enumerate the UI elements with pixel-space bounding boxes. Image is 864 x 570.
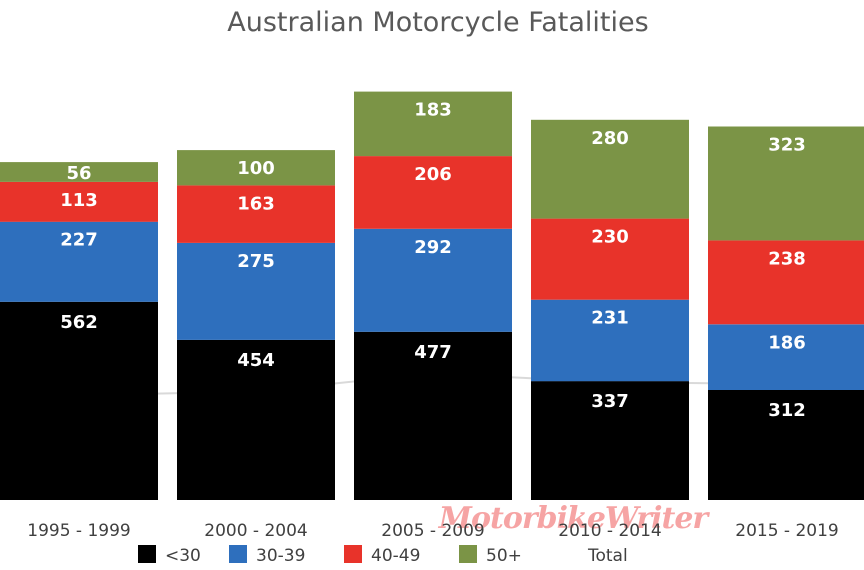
- bars: [0, 91, 864, 500]
- data-label: 454: [237, 350, 275, 371]
- legend-swatch: [459, 545, 477, 563]
- bar-segment-5-4: [708, 126, 864, 241]
- value-labels: 562 227 113 56 454 275 163 100 477 292 206 183 337 23…: [60, 100, 806, 421]
- data-label: 183: [414, 100, 452, 121]
- data-label: 230: [591, 227, 629, 248]
- legend-label: Total: [587, 546, 628, 566]
- bar-segment-4-2: [531, 299, 689, 382]
- bar-segment-4-3: [531, 218, 689, 300]
- category-label: 2000 - 2004: [204, 521, 307, 541]
- data-label: 227: [60, 230, 98, 251]
- legend-swatch: [138, 545, 156, 563]
- data-label: 56: [66, 163, 91, 184]
- data-label: 206: [414, 164, 452, 185]
- bar-segment-4-4: [531, 119, 689, 219]
- legend-swatch: [229, 545, 247, 563]
- data-label: 238: [768, 248, 806, 269]
- bar-segment-3-3: [354, 156, 512, 229]
- bar-segment-1-3: [0, 181, 158, 222]
- bar-segment-2-1: [177, 339, 335, 500]
- category-label: 1995 - 1999: [27, 521, 130, 541]
- data-label: 100: [237, 158, 275, 179]
- legend-label: <30: [165, 546, 201, 566]
- data-label: 231: [591, 308, 629, 329]
- bar-segment-1-4: [0, 162, 158, 182]
- watermark-text: MotorbikeWriter: [438, 501, 711, 536]
- data-label: 292: [414, 237, 452, 258]
- bar-segment-2-2: [177, 242, 335, 340]
- category-label: 2010 - 2014: [558, 521, 661, 541]
- legend-label: 50+: [486, 546, 522, 566]
- data-label: 163: [237, 193, 275, 214]
- bar-segment-3-1: [354, 331, 512, 500]
- data-label: 280: [591, 128, 629, 149]
- data-label: 312: [768, 400, 806, 421]
- data-label: 323: [768, 135, 806, 156]
- category-axis: 1995 - 1999 2000 - 2004 2005 - 2009 2010 - …: [27, 521, 838, 541]
- bar-segment-4-1: [531, 381, 689, 500]
- data-label: 275: [237, 251, 275, 272]
- data-label: 562: [60, 312, 98, 333]
- data-label: 337: [591, 391, 629, 412]
- category-label: 2005 - 2009: [381, 521, 484, 541]
- legend-label: 40-49: [371, 546, 420, 566]
- bar-segment-5-1: [708, 390, 864, 500]
- bar-segment-3-4: [354, 91, 512, 157]
- bar-segment-1-2: [0, 221, 158, 302]
- bar-segment-2-4: [177, 150, 335, 186]
- legend: <30 30-39 40-49 50+ Total: [138, 545, 628, 566]
- chart-title: Australian Motorcycle Fatalities: [227, 7, 648, 38]
- bar-segment-2-3: [177, 185, 335, 243]
- bar-segment-1-1: [0, 301, 158, 500]
- legend-swatch: [344, 545, 362, 563]
- bar-segment-5-3: [708, 240, 864, 325]
- data-label: 113: [60, 190, 98, 211]
- data-label: 186: [768, 332, 806, 353]
- bar-segment-5-2: [708, 324, 864, 390]
- watermark-logo: MotorbikeWriter: [438, 501, 712, 536]
- category-label: 2015 - 2019: [735, 521, 838, 541]
- legend-label: 30-39: [256, 546, 305, 566]
- bar-segment-3-2: [354, 228, 512, 332]
- data-label: 477: [414, 342, 452, 363]
